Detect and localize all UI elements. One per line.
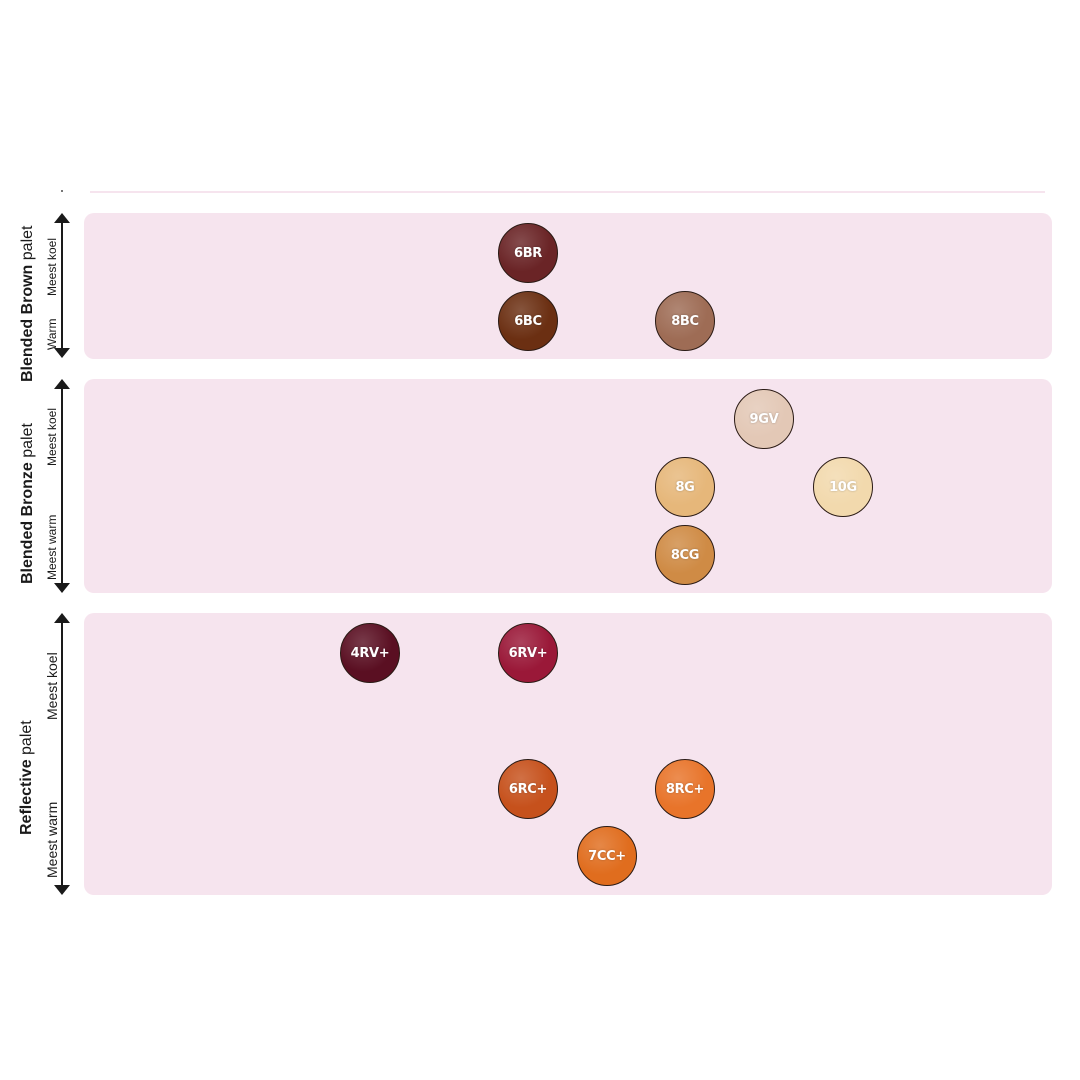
reflective-palette-band xyxy=(84,613,1052,895)
bronze-palette-title: Blended Bronze palet xyxy=(19,423,36,584)
divider-dot xyxy=(61,190,63,192)
reflective-title-bold: Reflective xyxy=(18,759,35,835)
brown-palette-band xyxy=(84,213,1052,359)
bronze-axis-line xyxy=(61,388,63,583)
swatch-7cc-plus[interactable]: 7CC+ xyxy=(577,826,637,886)
arrow-down-icon xyxy=(54,348,70,358)
brown-title-light: palet xyxy=(19,225,36,265)
brown-title-bold: Blended Brown xyxy=(19,264,36,382)
swatch-8rc-plus[interactable]: 8RC+ xyxy=(655,759,715,819)
swatch-8cg[interactable]: 8CG xyxy=(655,525,715,585)
swatch-6rv-plus[interactable]: 6RV+ xyxy=(498,623,558,683)
swatch-6br[interactable]: 6BR xyxy=(498,223,558,283)
arrow-up-icon xyxy=(54,613,70,623)
bronze-title-bold: Blended Bronze xyxy=(19,462,36,584)
brown-axis-warm-label: Warm xyxy=(45,318,59,350)
brown-axis-line xyxy=(61,222,63,348)
bronze-title-light: palet xyxy=(19,423,36,463)
bronze-axis-cool-label: Meest koel xyxy=(45,407,59,466)
swatch-6rc-plus[interactable]: 6RC+ xyxy=(498,759,558,819)
reflective-axis-cool-label: Meest koel xyxy=(44,652,60,720)
brown-axis-cool-label: Meest koel xyxy=(45,237,59,296)
arrow-down-icon xyxy=(54,885,70,895)
top-divider xyxy=(90,191,1045,193)
swatch-6bc[interactable]: 6BC xyxy=(498,291,558,351)
arrow-up-icon xyxy=(54,213,70,223)
bronze-palette-band xyxy=(84,379,1052,593)
swatch-4rv-plus[interactable]: 4RV+ xyxy=(340,623,400,683)
bronze-axis-warm-label: Meest warm xyxy=(45,514,59,580)
reflective-axis-line xyxy=(61,622,63,885)
reflective-axis-warm-label: Meest warm xyxy=(44,801,60,878)
brown-palette-title: Blended Brown palet xyxy=(19,225,36,382)
arrow-up-icon xyxy=(54,379,70,389)
arrow-down-icon xyxy=(54,583,70,593)
swatch-8g[interactable]: 8G xyxy=(655,457,715,517)
reflective-title-light: palet xyxy=(18,720,35,760)
swatch-8bc[interactable]: 8BC xyxy=(655,291,715,351)
reflective-palette-title: Reflective palet xyxy=(18,720,35,835)
swatch-10g[interactable]: 10G xyxy=(813,457,873,517)
swatch-9gv[interactable]: 9GV xyxy=(734,389,794,449)
